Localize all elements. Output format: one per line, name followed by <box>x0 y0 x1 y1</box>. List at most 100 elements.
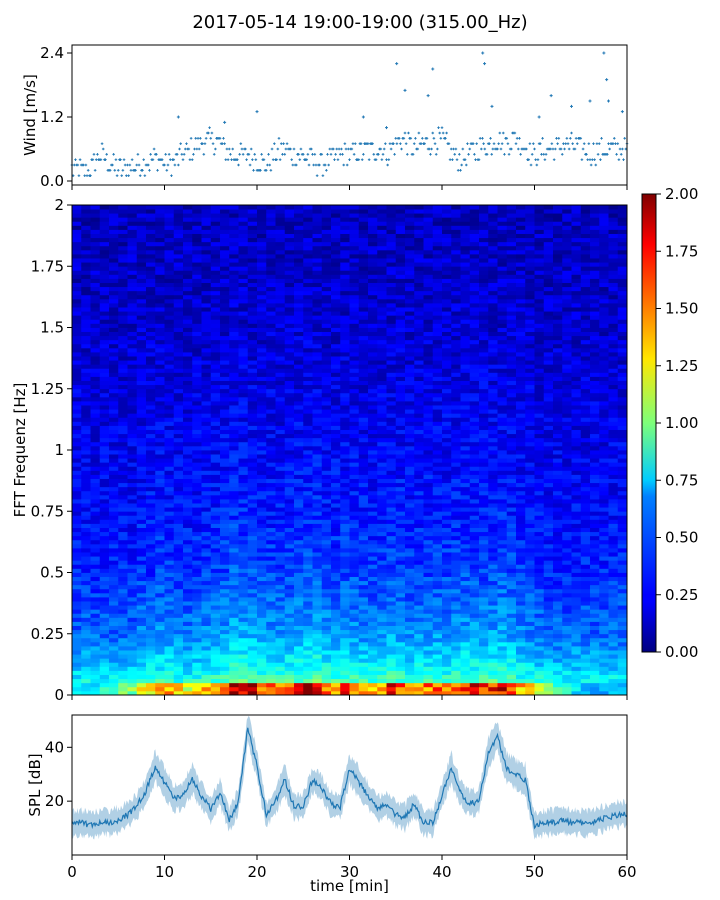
spectrogram-cell <box>127 282 138 288</box>
spectrogram-cell <box>405 392 415 398</box>
spectrogram-cell <box>368 294 378 300</box>
spectrogram-cell <box>155 609 165 614</box>
spectrogram-cell <box>99 270 110 275</box>
spectrogram-cell <box>136 249 147 255</box>
spectrogram-cell <box>321 429 332 435</box>
spectrogram-cell <box>238 327 249 332</box>
spectrogram-cell <box>377 352 387 357</box>
spectrogram-cell <box>109 417 119 422</box>
spectrogram-cell <box>238 568 249 573</box>
spectrogram-cell <box>368 274 378 279</box>
spectrogram-cell <box>312 462 323 467</box>
spectrogram-cell <box>81 494 91 500</box>
spectrogram-cell <box>368 482 378 488</box>
spectrogram-cell <box>146 507 156 512</box>
spectrogram-cell <box>294 327 304 332</box>
spectrogram-cell <box>321 650 332 655</box>
spectrogram-cell <box>247 552 258 557</box>
spectrogram-cell <box>90 262 101 267</box>
spectrogram-cell <box>349 466 360 471</box>
spectrogram-cell <box>201 221 212 226</box>
spectrogram-cell <box>358 572 369 577</box>
wind-point <box>555 137 558 140</box>
spectrogram-cell <box>229 568 239 573</box>
spectrogram-cell <box>136 213 147 218</box>
spectrogram-cell <box>294 450 304 455</box>
spectrogram-cell <box>247 217 258 222</box>
spectrogram-cell <box>99 584 110 590</box>
spectrogram-cell <box>275 303 286 308</box>
spectrogram-cell <box>99 617 110 622</box>
spectrogram-cell <box>183 474 193 479</box>
wind-point <box>100 142 104 145</box>
spectrogram-cell <box>118 315 128 320</box>
spectrogram-cell <box>368 278 378 283</box>
spectrogram-cell <box>173 568 184 573</box>
spectrogram-cell <box>90 319 101 324</box>
spectrogram-cell <box>340 343 350 349</box>
spectrogram-cell <box>155 347 165 353</box>
spectrogram-cell <box>210 605 221 610</box>
spectrogram-cell <box>266 274 276 279</box>
spectrogram-cell <box>247 421 258 426</box>
spectrogram-cell <box>164 646 175 651</box>
spectrogram-cell <box>173 209 184 214</box>
spectrogram-cell <box>72 535 82 541</box>
spectrogram-cell <box>368 209 378 214</box>
spectrogram-cell <box>81 458 91 463</box>
wind-point <box>367 158 371 161</box>
spectrogram-cell <box>377 343 387 349</box>
spectrogram-cell <box>386 535 397 541</box>
spectrogram-cell <box>386 376 397 381</box>
spectrogram-cell <box>377 686 387 692</box>
spectrogram-cell <box>173 503 184 508</box>
spectrogram-cell <box>284 270 295 275</box>
spectrogram-cell <box>377 311 387 316</box>
spectrogram-cell <box>220 592 230 598</box>
spectrogram-cell <box>266 609 276 614</box>
spectrogram-cell <box>99 523 110 528</box>
spectrogram-cell <box>331 401 341 406</box>
spectrogram-cell <box>340 217 350 222</box>
spectrogram-cell <box>229 556 239 561</box>
spectrogram-cell <box>229 327 239 332</box>
spectrogram-cell <box>220 617 230 622</box>
spectrogram-cell <box>99 290 110 296</box>
wind-point <box>480 147 483 151</box>
wind-point <box>593 158 596 161</box>
spectrogram-cell <box>349 282 360 288</box>
spectrogram-cell <box>146 405 156 410</box>
spectrogram-cell <box>136 458 147 463</box>
spectrogram-cell <box>192 548 202 553</box>
spectrogram-cell <box>72 674 82 680</box>
spectrogram-cell <box>81 360 91 365</box>
spectrogram-cell <box>405 368 415 373</box>
spectrogram-cell <box>312 674 323 680</box>
spectrogram-cell <box>294 478 304 484</box>
spectrogram-cell <box>238 474 249 479</box>
spectrogram-cell <box>294 474 304 479</box>
spectrogram-cell <box>321 666 332 671</box>
spectrogram-cell <box>136 233 147 239</box>
spectrogram-cell <box>201 605 212 610</box>
spectrogram-cell <box>220 396 230 402</box>
spectrogram-cell <box>294 597 304 602</box>
wind-point <box>570 131 573 135</box>
spectrogram-cell <box>136 609 147 614</box>
spectrogram-cell <box>81 405 91 410</box>
spectrogram-cell <box>349 352 360 357</box>
spectrogram-cell <box>99 307 110 312</box>
spectrogram-cell <box>340 662 350 667</box>
spectrogram-cell <box>99 258 110 263</box>
spectrogram-cell <box>331 584 341 590</box>
spectrogram-cell <box>210 662 221 667</box>
spectrogram-cell <box>99 613 110 618</box>
spectrogram-cell <box>81 315 91 320</box>
spectrogram-cell <box>368 421 378 426</box>
spectrogram-cell <box>81 682 91 688</box>
spectrogram-cell <box>275 429 286 435</box>
spectrogram-cell <box>321 531 332 537</box>
spectrogram-cell <box>312 613 323 618</box>
spectrogram-cell <box>368 633 378 639</box>
spectrogram-cell <box>386 592 397 598</box>
